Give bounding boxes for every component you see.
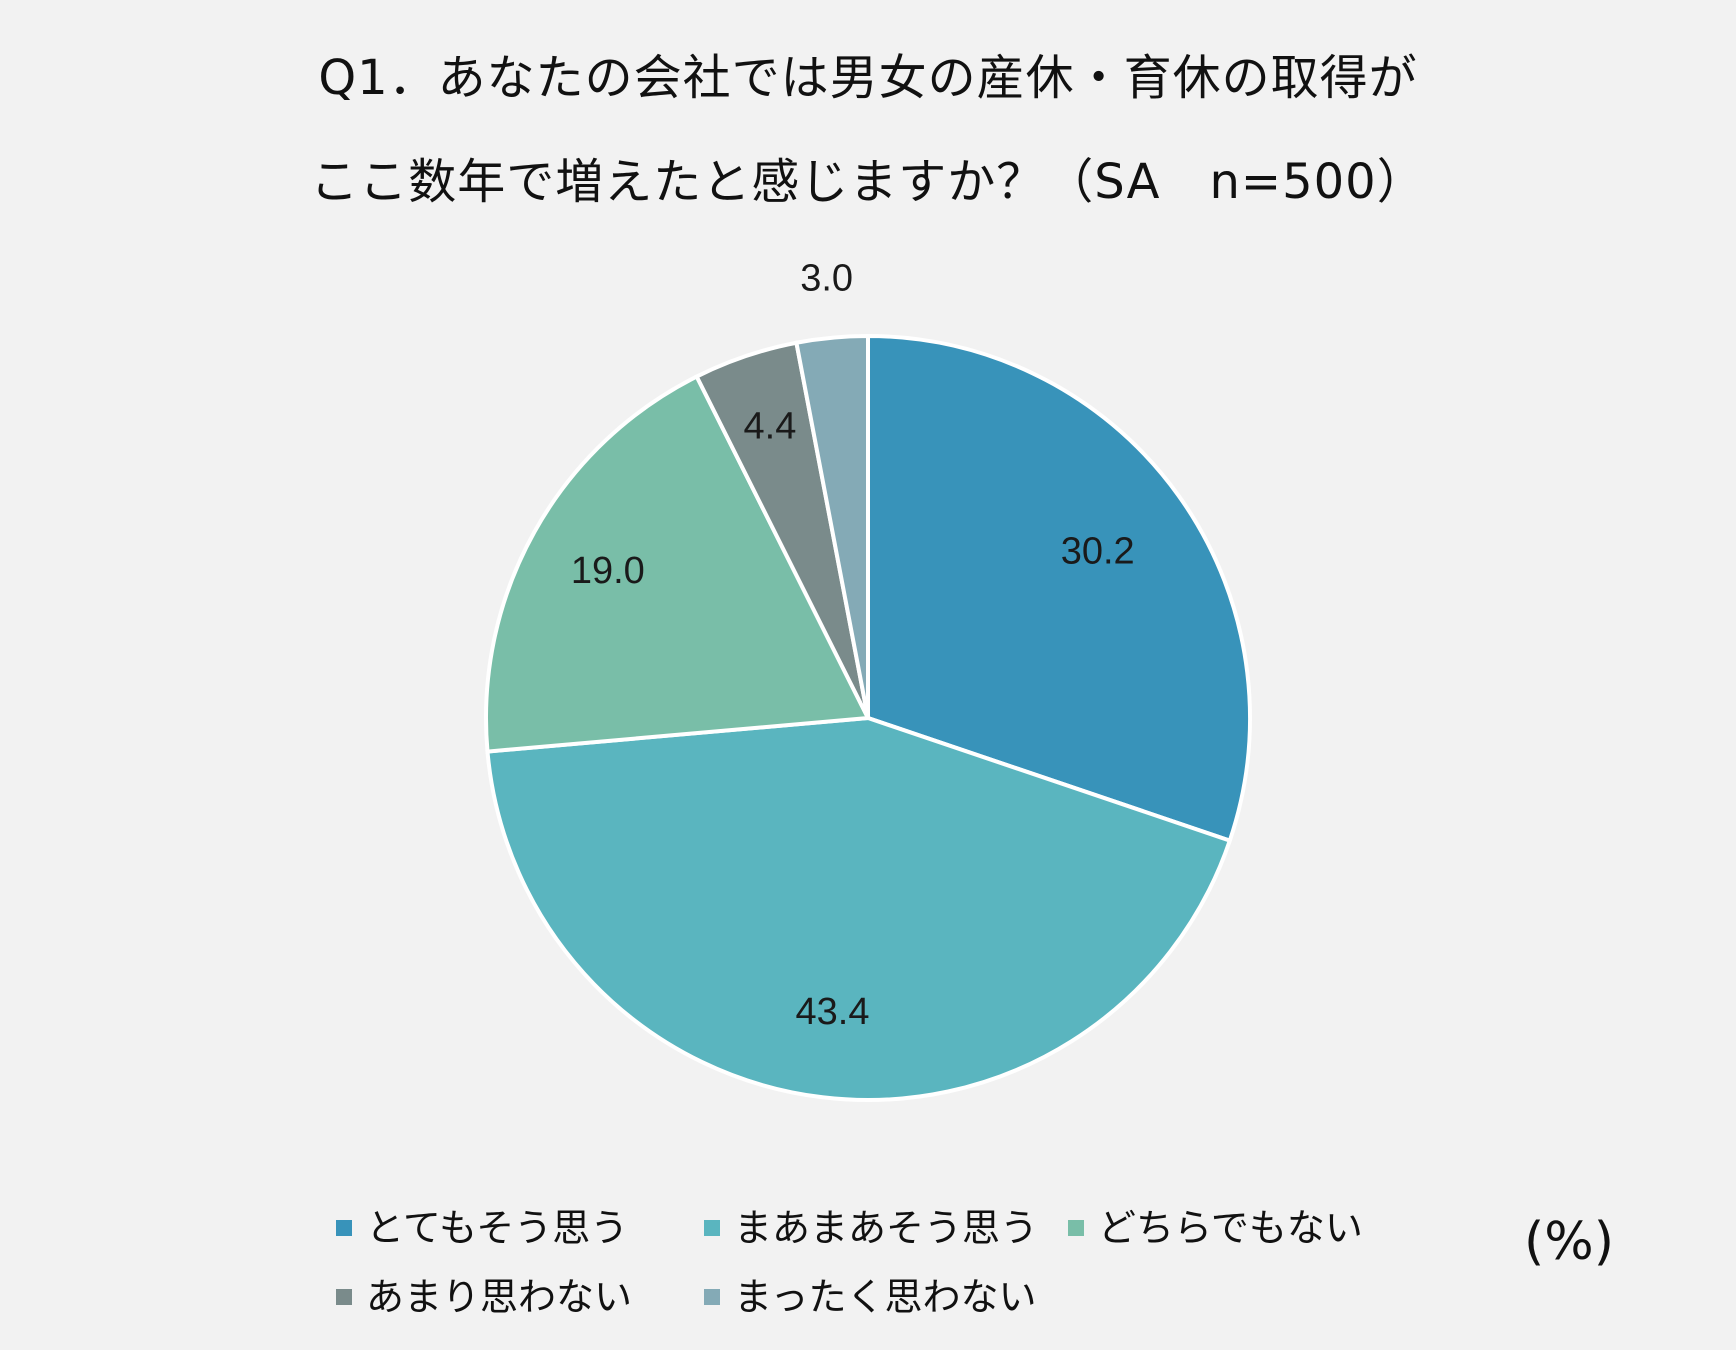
data-label-4: 3.0 (800, 258, 853, 300)
pie-slice-0 (866, 333, 1252, 844)
legend-swatch (336, 1289, 352, 1305)
data-label-2: 19.0 (571, 550, 645, 592)
legend-label: どちらでもない (1098, 1206, 1363, 1250)
legend-label: あまり思わない (366, 1275, 633, 1319)
chart-subtitle: ここ数年で増えたと感じますか？（SA n=500） (310, 154, 1426, 210)
legend-label: まったく思わない (734, 1275, 1037, 1319)
unit-label: (%) (1524, 1212, 1614, 1272)
legend-item-2: どちらでもない (1068, 1205, 1363, 1251)
legend-label: まあまあそう思う (734, 1206, 1039, 1250)
legend-item-3: あまり思わない (336, 1274, 632, 1320)
data-label-3: 4.4 (744, 406, 797, 448)
pie-slice-4 (794, 333, 870, 719)
legend-swatch (1068, 1220, 1084, 1236)
legend-swatch (704, 1289, 720, 1305)
pie-slice-2 (484, 373, 872, 754)
data-label-1: 43.4 (796, 991, 870, 1033)
legend-item-0: とてもそう思う (336, 1205, 628, 1251)
legend-swatch (704, 1220, 720, 1236)
pie-slice-1 (485, 715, 1233, 1102)
legend-item-4: まったく思わない (704, 1274, 1036, 1320)
data-label-0: 30.2 (1061, 530, 1135, 572)
chart-title: Q1．あなたの会社では男女の産休・育休の取得が (318, 50, 1418, 106)
legend-swatch (336, 1220, 352, 1236)
legend-item-1: まあまあそう思う (704, 1205, 1038, 1251)
legend-label: とてもそう思う (366, 1206, 629, 1250)
